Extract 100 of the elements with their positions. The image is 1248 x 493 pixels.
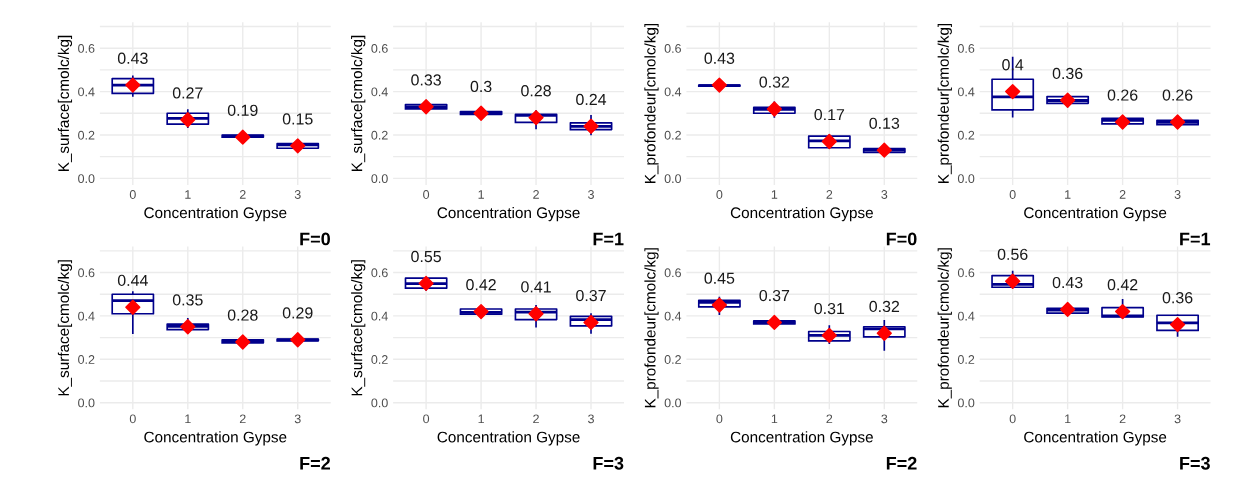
text: F=3 [1180,456,1210,470]
y-tick-label: 0.2 [664,130,681,140]
y-tick-label: 0.0 [78,398,95,408]
y-tick-label: 0.2 [371,355,388,364]
x-tick-label: 2 [1119,190,1126,199]
x-tick-label: 3 [881,414,888,424]
data-label: 0.37 [576,289,606,302]
data-label: 0.24 [576,93,607,106]
y-tick-label: 0.4 [78,311,95,321]
y-axis-title: K_surface[cmolc/kg] [57,35,73,172]
data-label: 0.13 [869,117,900,129]
data-label: 0.43 [704,52,735,64]
y-axis-title: K_profondeur[cmolc/kg] [644,248,659,408]
x-tick-label: 0 [129,414,136,424]
y-tick-label: 0.0 [371,174,388,184]
point [583,118,599,134]
x-tick-label: 0 [1009,414,1016,424]
data-label: 0.26 [1162,89,1193,101]
x-tick-label: 2 [533,414,539,424]
x-tick-label: 2 [826,414,833,424]
y-tick-label: 0.0 [78,174,95,184]
point [821,327,837,344]
y-tick-label: 0.6 [664,268,681,278]
data-label: 0.3 [470,80,492,93]
point [235,334,251,350]
point [235,129,251,145]
point [528,306,544,322]
y-tick-label: 0.6 [664,44,681,53]
data-label: 0.43 [117,52,148,64]
x-tick-label: 1 [185,414,191,424]
data-label: 0.31 [814,302,845,315]
x-tick-label: 2 [1119,414,1126,424]
y-tick-label: 0.4 [957,87,975,97]
point [1059,92,1076,108]
x-tick-label: 0 [1009,190,1016,199]
y-tick-label: 0.6 [957,44,975,53]
text: F=0 [300,232,330,246]
y-tick-label: 0.6 [78,44,95,53]
point [583,314,599,331]
point [821,133,837,150]
y-axis-title: K_surface[cmolc/kg] [351,260,366,396]
point [1169,114,1186,130]
x-axis-title: Concentration Gypse [1024,206,1167,222]
point [528,109,544,126]
y-tick-label: 0.0 [664,398,682,408]
x-tick-label: 1 [1065,414,1071,424]
data-label: 0.15 [282,113,313,125]
x-tick-label: 1 [771,414,778,424]
x-tick-label: 1 [1065,190,1071,199]
x-tick-label: 1 [185,190,191,199]
y-tick-label: 0.6 [78,268,95,278]
x-tick-label: 1 [478,414,484,424]
data-label: 0.35 [172,294,203,306]
x-tick-label: 3 [294,190,301,199]
y-tick-label: 0.0 [957,398,975,408]
point [180,112,196,128]
data-label: 0.19 [227,104,258,116]
x-axis-title: Concentration Gypse [1024,431,1167,446]
data-label: 0.43 [1052,276,1083,289]
x-tick-label: 3 [588,414,594,424]
point [418,99,434,115]
data-label: 0.27 [172,87,203,99]
text: F=2 [300,456,330,470]
point [473,303,489,320]
point [711,77,728,93]
x-tick-label: 3 [1174,190,1181,199]
x-tick-label: 3 [1174,414,1181,424]
y-tick-label: 0.4 [664,311,682,321]
y-axis-title: K_surface[cmolc/kg] [57,260,73,396]
y-axis-title: K_profondeur[cmolc/kg] [937,23,952,183]
x-tick-label: 2 [239,414,246,424]
x-tick-label: 2 [239,190,246,199]
x-axis-title: Concentration Gypse [730,431,873,446]
y-tick-label: 0.0 [371,398,388,408]
y-tick-label: 0.0 [957,174,975,184]
x-tick-label: 0 [129,190,136,199]
text: F=1 [593,232,624,246]
y-axis-title: K_profondeur[cmolc/kg] [644,23,659,183]
point [876,325,892,341]
data-label: 0.33 [411,74,441,86]
x-tick-label: 0 [716,414,723,424]
data-label: 0.32 [869,300,900,313]
y-tick-label: 0.2 [78,130,95,140]
x-tick-label: 3 [294,414,301,424]
x-axis-title: Concentration Gypse [437,206,580,222]
data-label: 0.36 [1162,292,1193,304]
point [473,105,489,121]
y-tick-label: 0.2 [957,130,975,140]
data-label: 0.37 [759,289,790,302]
point [1114,303,1131,320]
text: F=0 [886,232,917,246]
text: F=1 [1180,232,1211,246]
point [1059,301,1076,318]
text: F=2 [886,456,917,470]
data-label: 0.32 [759,76,790,88]
data-label: 0.56 [997,248,1028,260]
point [180,319,196,335]
data-label: 0.41 [521,281,551,293]
y-tick-label: 0.0 [664,174,682,184]
data-label: 0.29 [282,307,313,319]
